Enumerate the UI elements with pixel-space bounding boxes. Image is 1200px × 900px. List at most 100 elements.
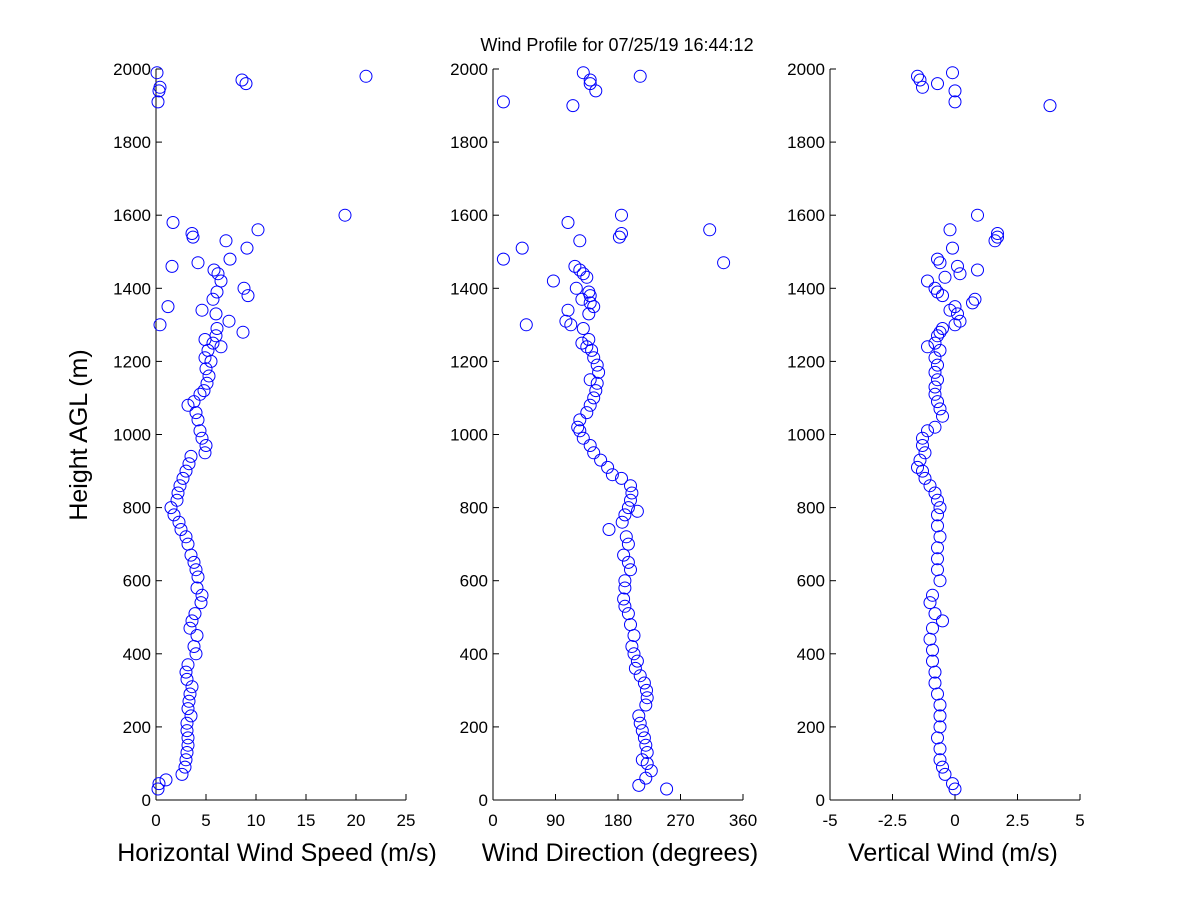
speed-y-tick-label: 600	[123, 572, 151, 591]
vertical-data-point	[928, 336, 942, 350]
speed-data-point	[237, 281, 251, 295]
direction-data-point	[617, 592, 631, 606]
speed-data-point	[198, 351, 212, 365]
speed-y-tick-label: 1000	[113, 426, 151, 445]
direction-data-point	[632, 778, 646, 792]
direction-data-point	[640, 746, 654, 759]
speed-data-point	[178, 760, 192, 774]
direction-data-point	[602, 523, 616, 536]
direction-data-point	[633, 69, 647, 83]
direction-data-point	[717, 256, 731, 270]
direction-data-point	[590, 358, 604, 372]
speed-data-point	[190, 629, 204, 642]
direction-data-point	[617, 548, 631, 562]
speed-data-point	[236, 325, 250, 339]
direction-data-point	[637, 676, 651, 690]
speed-data-point	[206, 292, 220, 306]
direction-data-point	[640, 683, 653, 697]
speed-data-point	[180, 672, 194, 686]
direction-data-point	[618, 574, 632, 588]
direction-data-point	[571, 420, 585, 434]
speed-x-tick-label: 5	[201, 811, 210, 830]
direction-data-point	[628, 661, 642, 675]
direction-data-point	[590, 376, 604, 390]
vertical-data-point	[938, 767, 952, 781]
vertical-y-tick-label: 600	[797, 572, 825, 591]
speed-data-point	[183, 687, 197, 701]
speed-y-tick-label: 200	[123, 718, 151, 737]
speed-data-point	[239, 77, 253, 91]
speed-data-point	[338, 208, 352, 222]
speed-data-point	[180, 746, 194, 759]
direction-x-tick-label: 0	[488, 811, 497, 830]
direction-data-point	[640, 691, 654, 705]
speed-data-point	[165, 259, 179, 273]
direction-y-tick-label: 0	[479, 791, 488, 810]
direction-data-point	[583, 439, 597, 452]
direction-data-point	[496, 95, 510, 109]
direction-data-point	[625, 486, 639, 500]
speed-data-point	[150, 66, 164, 80]
direction-data-point	[561, 216, 575, 229]
direction-data-point	[615, 208, 628, 222]
vertical-data-point	[913, 453, 927, 467]
direction-data-point	[566, 99, 580, 113]
speed-y-tick-label: 1200	[113, 352, 151, 371]
vertical-data-point	[933, 501, 947, 515]
direction-y-tick-label: 800	[460, 499, 488, 518]
speed-data-point	[188, 607, 202, 621]
vertical-y-tick-label: 1200	[787, 352, 825, 371]
speed-data-point	[199, 362, 213, 376]
direction-data-point	[583, 398, 597, 412]
speed-data-point	[151, 95, 165, 109]
speed-data-point	[182, 457, 196, 471]
vertical-data-point	[928, 607, 942, 621]
subplot-panels: 0 200 400 600 800 1000 1200 1400 1600 1800 2000 0 5 1…	[113, 60, 1085, 867]
speed-data-point	[195, 588, 209, 602]
direction-data-point	[582, 307, 596, 321]
speed-data-point	[214, 274, 228, 288]
vertical-data-point	[918, 471, 932, 485]
direction-x-tick-label: 360	[729, 811, 757, 830]
vertical-y-tick-label: 2000	[787, 60, 825, 79]
vertical-data-point	[916, 431, 929, 445]
direction-data-point	[592, 365, 606, 379]
vertical-y-tick-label: 400	[797, 645, 825, 664]
speed-data-point	[198, 446, 212, 460]
speed-data-point	[209, 329, 223, 343]
vertical-y-tick-label: 1000	[787, 426, 825, 445]
direction-data-point	[627, 629, 641, 642]
speed-data-point	[209, 307, 223, 321]
speed-data-point	[223, 252, 237, 266]
speed-data-point	[181, 658, 195, 672]
speed-y-tick-label: 1400	[113, 279, 151, 298]
speed-x-tick-label: 10	[247, 811, 266, 830]
direction-data-point	[587, 446, 601, 460]
speed-data-point	[219, 234, 233, 248]
speed-data-point	[193, 387, 207, 401]
direction-data-point	[582, 333, 596, 346]
direction-data-point	[639, 698, 653, 712]
direction-data-point	[615, 227, 628, 240]
speed-data-point	[210, 322, 224, 335]
speed-data-point	[181, 702, 195, 716]
speed-data-point	[251, 223, 265, 237]
vertical-data-point	[968, 292, 982, 306]
direction-data-point	[580, 406, 594, 420]
vertical-data-point	[926, 643, 939, 657]
direction-x-tick-label: 180	[604, 811, 632, 830]
speed-y-tick-label: 1800	[113, 133, 151, 152]
speed-data-point	[197, 384, 211, 398]
vertical-data-point	[921, 274, 934, 288]
direction-y-tick-label: 1000	[450, 426, 488, 445]
speed-data-point	[175, 767, 189, 781]
speed-data-point	[210, 285, 224, 299]
direction-data-point	[575, 336, 589, 350]
direction-data-point	[615, 515, 629, 529]
vertical-data-point	[933, 343, 947, 357]
vertical-data-point	[991, 227, 1004, 240]
direction-data-point	[612, 230, 626, 244]
vertical-data-point	[931, 395, 944, 409]
speed-y-tick-label: 1600	[113, 206, 151, 225]
